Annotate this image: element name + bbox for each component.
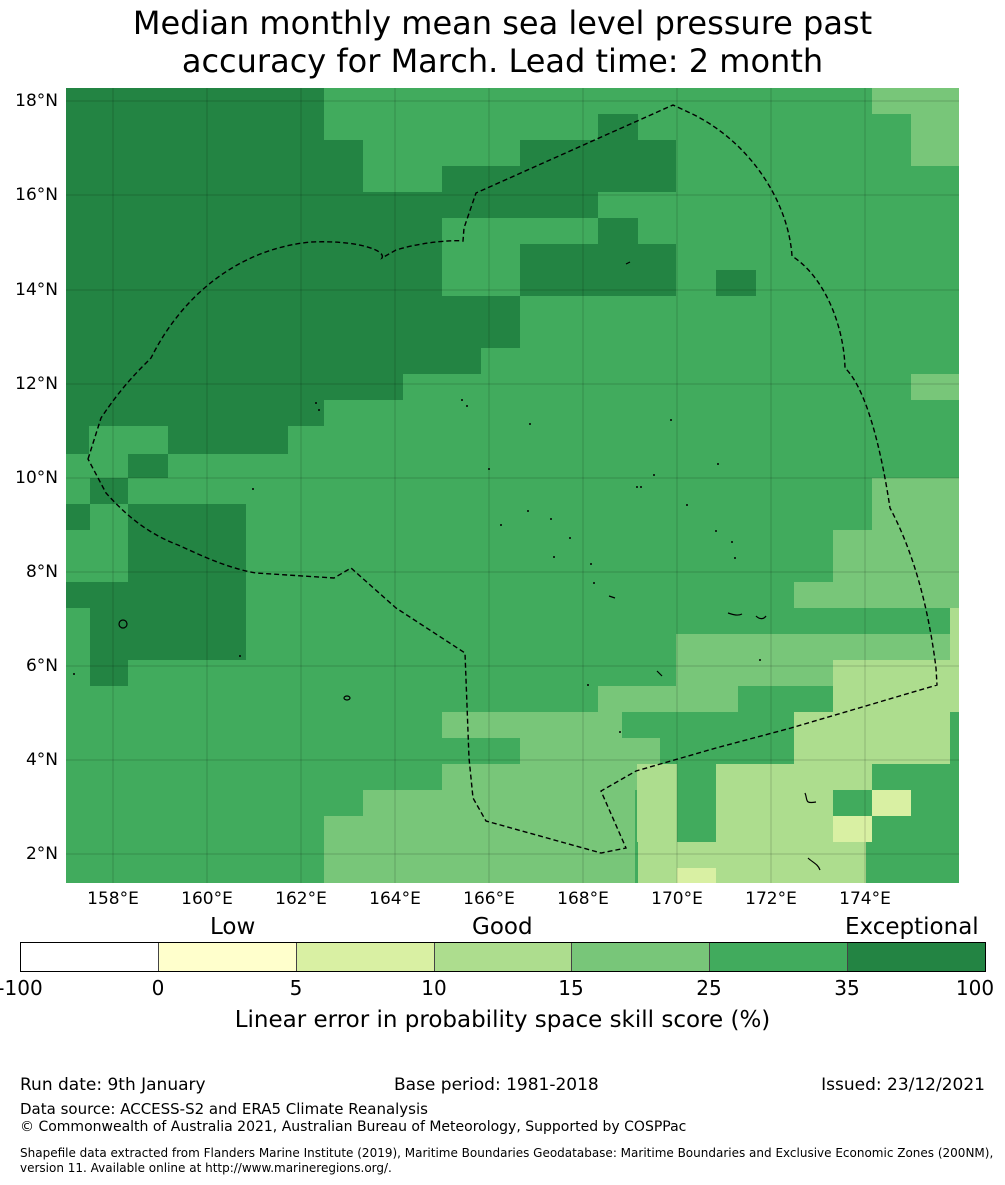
- colorbar-tick-5: 25: [696, 976, 722, 1000]
- title-line-2: accuracy for March. Lead time: 2 month: [181, 42, 824, 80]
- legend-category-low: Low: [210, 914, 256, 940]
- colorbar: [20, 942, 986, 972]
- region-good-high: [324, 88, 959, 883]
- colorbar-segment-4: [434, 943, 573, 971]
- lon-tick-174: 174°E: [839, 889, 891, 909]
- base-period: Base period: 1981-2018: [394, 1075, 599, 1095]
- colorbar-segment-3: [296, 943, 435, 971]
- lat-tick-8: 8°N: [25, 562, 58, 582]
- lon-tick-158: 158°E: [87, 889, 139, 909]
- colorbar-tick-4: 15: [558, 976, 584, 1000]
- islands: [118, 261, 821, 871]
- colorbar-tick-1: 0: [151, 976, 165, 1000]
- lat-tick-10: 10°N: [15, 468, 58, 488]
- colorbar-tick-2: 5: [289, 976, 303, 1000]
- title-line-1: Median monthly mean sea level pressure p…: [132, 4, 873, 42]
- data-source: Data source: ACCESS-S2 and ERA5 Climate …: [20, 1100, 428, 1118]
- region-exceptional: [66, 88, 756, 686]
- eez-boundary: [87, 104, 938, 854]
- lat-tick-16: 16°N: [15, 185, 58, 205]
- colorbar-segment-1: [21, 943, 159, 971]
- lon-tick-164: 164°E: [369, 889, 421, 909]
- lat-tick-18: 18°N: [15, 91, 58, 111]
- shapefile-credit: Shapefile data extracted from Flanders M…: [20, 1146, 994, 1175]
- region-good-low: [677, 790, 911, 883]
- lat-tick-2: 2°N: [25, 844, 58, 864]
- colorbar-tick-7: 100: [955, 976, 995, 1000]
- lon-tick-160: 160°E: [181, 889, 233, 909]
- lon-tick-172: 172°E: [745, 889, 797, 909]
- issued-date: Issued: 23/12/2021: [821, 1075, 985, 1095]
- lon-tick-162: 162°E: [275, 889, 327, 909]
- gridlines: [66, 88, 959, 883]
- lat-tick-6: 6°N: [25, 656, 58, 676]
- colorbar-label: Linear error in probability space skill …: [234, 1007, 771, 1033]
- lon-tick-168: 168°E: [557, 889, 609, 909]
- colorbar-tick-6: 35: [834, 976, 860, 1000]
- skill-map-svg: [66, 88, 959, 883]
- copyright: © Commonwealth of Australia 2021, Austra…: [20, 1119, 687, 1135]
- lat-tick-12: 12°N: [15, 374, 58, 394]
- run-date: Run date: 9th January: [20, 1075, 206, 1095]
- colorbar-segment-5: [572, 943, 711, 971]
- lat-tick-4: 4°N: [25, 750, 58, 770]
- colorbar-tick-3: 10: [421, 976, 447, 1000]
- region-good-mid: [637, 608, 959, 883]
- skill-map: [66, 88, 959, 883]
- legend-category-good: Good: [472, 914, 533, 940]
- legend-category-exceptional: Exceptional: [845, 914, 979, 940]
- colorbar-segment-2: [158, 943, 297, 971]
- lon-tick-170: 170°E: [651, 889, 703, 909]
- lon-tick-166: 166°E: [463, 889, 515, 909]
- chart-title: Median monthly mean sea level pressure p…: [0, 4, 1005, 80]
- colorbar-segment-7: [848, 943, 986, 971]
- atolls: [73, 399, 761, 733]
- lat-tick-14: 14°N: [15, 280, 58, 300]
- colorbar-segment-6: [710, 943, 849, 971]
- colorbar-tick-0: -100: [0, 976, 43, 1000]
